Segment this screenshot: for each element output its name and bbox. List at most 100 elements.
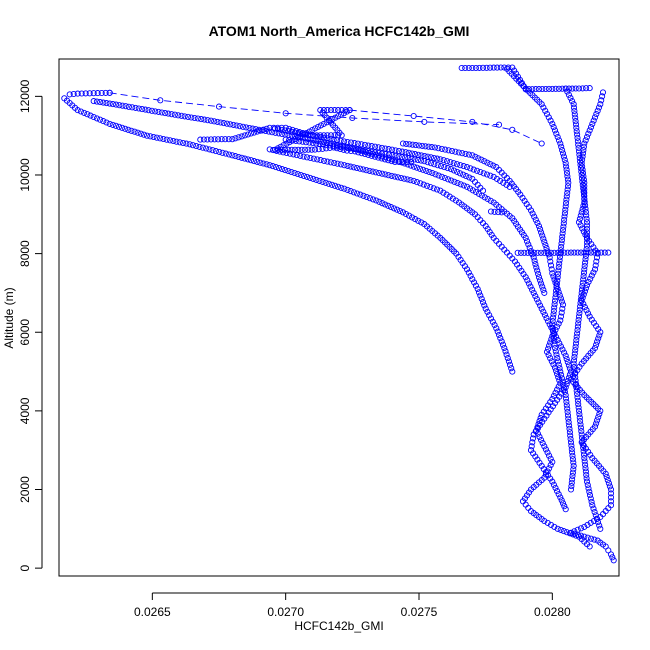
data-point <box>368 148 375 155</box>
chart-title: ATOM1 North_America HCFC142b_GMI <box>209 23 470 39</box>
data-point <box>554 249 561 256</box>
data-point <box>132 104 139 111</box>
data-point <box>457 162 464 169</box>
data-point <box>531 213 538 220</box>
data-point <box>598 249 605 256</box>
data-point <box>119 102 126 109</box>
data-point <box>441 164 448 171</box>
data-point <box>331 159 338 167</box>
data-point <box>244 156 251 163</box>
data-point <box>162 110 169 117</box>
data-point <box>539 85 546 93</box>
data-point <box>395 158 403 166</box>
data-point <box>582 465 589 472</box>
data-point <box>539 283 546 290</box>
data-point <box>361 141 368 148</box>
data-point <box>551 304 558 311</box>
data-point <box>415 217 422 224</box>
data-point <box>472 64 479 72</box>
data-point <box>572 347 579 354</box>
data-point <box>508 365 515 372</box>
data-point <box>157 97 164 104</box>
data-point <box>574 526 581 533</box>
data-point <box>549 458 556 466</box>
data-point <box>591 344 599 352</box>
data-point <box>487 208 495 215</box>
data-point <box>586 127 593 134</box>
data-point <box>469 276 476 283</box>
data-point <box>566 425 573 432</box>
data-point <box>407 158 415 166</box>
data-point <box>583 235 591 243</box>
data-point <box>325 180 332 187</box>
data-point <box>283 149 290 157</box>
data-point <box>564 249 571 256</box>
data-point <box>575 401 582 408</box>
data-point <box>323 141 330 148</box>
data-point <box>482 305 489 312</box>
data-point <box>595 414 602 421</box>
data-point <box>572 114 579 121</box>
data-point <box>591 114 599 121</box>
data-point <box>457 181 464 188</box>
data-point <box>577 417 584 425</box>
data-point <box>579 279 586 286</box>
data-point <box>572 85 579 92</box>
data-point <box>469 118 476 125</box>
data-point <box>90 90 97 97</box>
data-point <box>578 431 585 438</box>
data-point <box>576 151 583 158</box>
data-point <box>553 130 560 137</box>
data-point <box>535 223 543 230</box>
data-point <box>530 254 537 261</box>
data-point <box>545 114 552 121</box>
data-point <box>541 311 548 318</box>
data-point <box>125 126 132 133</box>
data-point <box>596 410 603 418</box>
data-point <box>222 150 229 157</box>
data-point <box>128 127 135 134</box>
data-point <box>153 134 160 141</box>
data-point <box>474 285 481 293</box>
data-point <box>571 367 578 374</box>
data-point <box>570 459 577 466</box>
data-point <box>572 121 580 128</box>
data-point <box>587 275 594 282</box>
data-point <box>564 183 572 190</box>
data-point <box>541 238 548 245</box>
data-point <box>580 269 588 276</box>
data-point <box>286 139 293 146</box>
data-point <box>313 140 320 147</box>
data-point <box>521 197 528 204</box>
data-point <box>438 173 445 180</box>
data-point <box>583 239 591 246</box>
data-point <box>574 326 581 334</box>
data-point <box>239 123 247 130</box>
y-tick-label: 12000 <box>18 79 32 113</box>
data-point <box>460 163 467 170</box>
x-tick-label: 0.0280 <box>534 605 571 619</box>
data-point <box>486 228 493 236</box>
data-point <box>498 209 505 216</box>
data-point <box>423 167 430 174</box>
data-point <box>564 359 571 366</box>
connector-line <box>109 92 500 126</box>
data-point <box>422 143 429 150</box>
data-point <box>340 146 347 153</box>
data-point <box>315 123 322 130</box>
data-point <box>583 85 590 92</box>
data-point <box>441 174 448 182</box>
data-point <box>585 310 592 317</box>
data-point <box>543 348 551 355</box>
data-point <box>495 331 503 338</box>
data-point <box>443 191 450 198</box>
data-point <box>547 262 555 269</box>
data-point <box>113 101 120 108</box>
data-point <box>583 232 591 239</box>
data-point <box>282 167 289 174</box>
data-point <box>580 451 588 458</box>
data-point <box>481 302 488 309</box>
data-point <box>371 153 379 160</box>
data-point <box>587 519 594 526</box>
data-point <box>338 184 345 191</box>
